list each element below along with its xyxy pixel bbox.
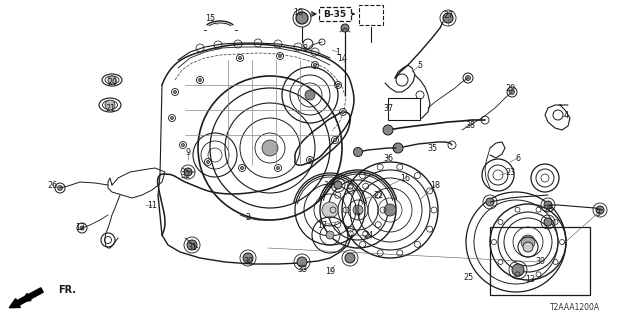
FancyBboxPatch shape	[319, 7, 351, 21]
Text: 35: 35	[427, 143, 437, 153]
Circle shape	[308, 158, 312, 162]
Circle shape	[184, 168, 192, 176]
Text: 31: 31	[187, 244, 197, 252]
Text: FR.: FR.	[58, 285, 76, 295]
Bar	[388, 98, 420, 120]
Text: 17: 17	[317, 220, 327, 229]
Text: 6: 6	[515, 154, 520, 163]
Circle shape	[345, 253, 355, 263]
Circle shape	[509, 90, 515, 94]
Circle shape	[173, 91, 177, 93]
Text: 16: 16	[400, 173, 410, 182]
Text: 29: 29	[505, 84, 515, 92]
Circle shape	[187, 240, 197, 250]
Circle shape	[108, 76, 116, 84]
Text: 37: 37	[383, 103, 393, 113]
Circle shape	[383, 125, 393, 135]
Text: 8: 8	[303, 44, 307, 52]
Circle shape	[278, 54, 282, 58]
Circle shape	[353, 148, 362, 156]
Circle shape	[337, 84, 339, 86]
Text: 7: 7	[355, 213, 360, 222]
Text: 21: 21	[105, 103, 115, 113]
Circle shape	[80, 226, 84, 230]
Text: 5: 5	[417, 60, 422, 69]
Text: 28: 28	[543, 205, 553, 214]
Text: 10: 10	[293, 7, 303, 17]
Circle shape	[182, 143, 184, 147]
Bar	[490, 227, 590, 295]
Text: 25: 25	[463, 274, 473, 283]
Circle shape	[241, 166, 243, 170]
Text: T2AAA1200A: T2AAA1200A	[550, 303, 600, 313]
Text: 24: 24	[363, 230, 373, 239]
Circle shape	[544, 201, 552, 209]
Circle shape	[58, 186, 63, 190]
Circle shape	[544, 218, 552, 226]
Text: 9: 9	[186, 148, 191, 156]
Circle shape	[262, 140, 278, 156]
Circle shape	[486, 198, 494, 206]
Text: 22: 22	[373, 190, 383, 199]
Text: 27: 27	[443, 11, 453, 20]
Circle shape	[521, 235, 535, 249]
Circle shape	[239, 57, 241, 60]
Text: 14: 14	[337, 53, 347, 62]
Circle shape	[596, 206, 604, 214]
Circle shape	[512, 264, 524, 276]
Text: 11: 11	[147, 201, 157, 210]
Circle shape	[170, 116, 173, 119]
Text: 36: 36	[383, 154, 393, 163]
Circle shape	[276, 166, 280, 170]
FancyBboxPatch shape	[359, 5, 383, 25]
Circle shape	[333, 139, 337, 141]
Circle shape	[297, 257, 307, 267]
Circle shape	[326, 231, 334, 239]
Text: B-35: B-35	[323, 10, 347, 19]
Text: 33: 33	[297, 266, 307, 275]
Circle shape	[207, 161, 209, 164]
Text: 32: 32	[180, 171, 190, 180]
Text: 19: 19	[325, 268, 335, 276]
Text: 13: 13	[525, 276, 535, 284]
Text: 23: 23	[505, 167, 515, 177]
Text: 18: 18	[430, 180, 440, 189]
Circle shape	[443, 13, 453, 23]
Circle shape	[384, 204, 396, 216]
Text: 12: 12	[75, 223, 85, 233]
Circle shape	[322, 202, 338, 218]
Text: 34: 34	[323, 180, 333, 189]
Text: 2: 2	[245, 213, 251, 222]
Text: 20: 20	[107, 77, 117, 86]
FancyArrow shape	[9, 288, 43, 308]
Circle shape	[393, 143, 403, 153]
Text: 15: 15	[205, 13, 215, 22]
Text: 3: 3	[595, 209, 600, 218]
Text: 4: 4	[563, 110, 568, 119]
Circle shape	[105, 100, 115, 110]
Circle shape	[342, 110, 344, 114]
Text: 38: 38	[465, 121, 475, 130]
Text: 39: 39	[535, 258, 545, 267]
Circle shape	[243, 253, 253, 263]
Text: 1: 1	[335, 47, 340, 57]
Text: 26: 26	[47, 180, 57, 189]
Circle shape	[523, 242, 533, 252]
Circle shape	[353, 205, 363, 215]
Circle shape	[305, 90, 315, 100]
Circle shape	[341, 24, 349, 32]
Circle shape	[314, 63, 317, 67]
Circle shape	[465, 76, 470, 81]
Circle shape	[296, 12, 308, 24]
Circle shape	[334, 181, 342, 189]
Text: 30: 30	[243, 258, 253, 267]
Circle shape	[198, 78, 202, 82]
